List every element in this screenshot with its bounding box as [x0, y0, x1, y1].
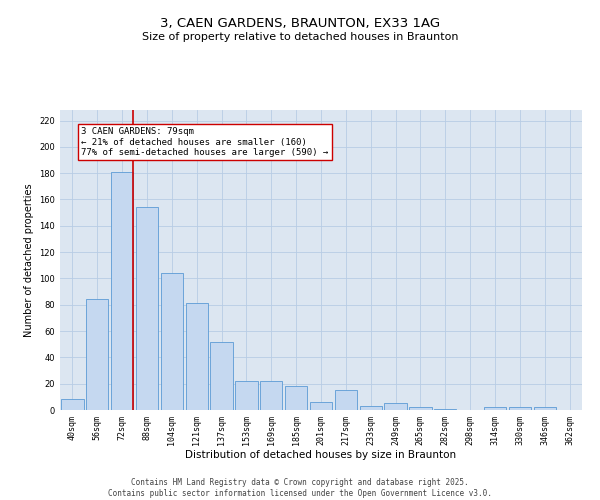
Bar — [533, 408, 556, 410]
Bar — [285, 386, 307, 410]
Bar — [434, 408, 457, 410]
Bar — [359, 406, 382, 410]
Bar — [61, 400, 83, 410]
Bar — [211, 342, 233, 410]
Bar — [310, 402, 332, 410]
Text: 3, CAEN GARDENS, BRAUNTON, EX33 1AG: 3, CAEN GARDENS, BRAUNTON, EX33 1AG — [160, 18, 440, 30]
Bar — [260, 381, 283, 410]
Bar — [111, 172, 133, 410]
Bar — [335, 390, 357, 410]
Bar — [86, 300, 109, 410]
Bar — [185, 304, 208, 410]
Text: 3 CAEN GARDENS: 79sqm
← 21% of detached houses are smaller (160)
77% of semi-det: 3 CAEN GARDENS: 79sqm ← 21% of detached … — [81, 127, 328, 157]
Text: Size of property relative to detached houses in Braunton: Size of property relative to detached ho… — [142, 32, 458, 42]
Bar — [385, 404, 407, 410]
Bar — [484, 408, 506, 410]
Bar — [235, 381, 257, 410]
Bar — [161, 273, 183, 410]
X-axis label: Distribution of detached houses by size in Braunton: Distribution of detached houses by size … — [185, 450, 457, 460]
Bar — [409, 408, 431, 410]
Y-axis label: Number of detached properties: Number of detached properties — [24, 183, 34, 337]
Bar — [136, 208, 158, 410]
Text: Contains HM Land Registry data © Crown copyright and database right 2025.
Contai: Contains HM Land Registry data © Crown c… — [108, 478, 492, 498]
Bar — [509, 408, 531, 410]
